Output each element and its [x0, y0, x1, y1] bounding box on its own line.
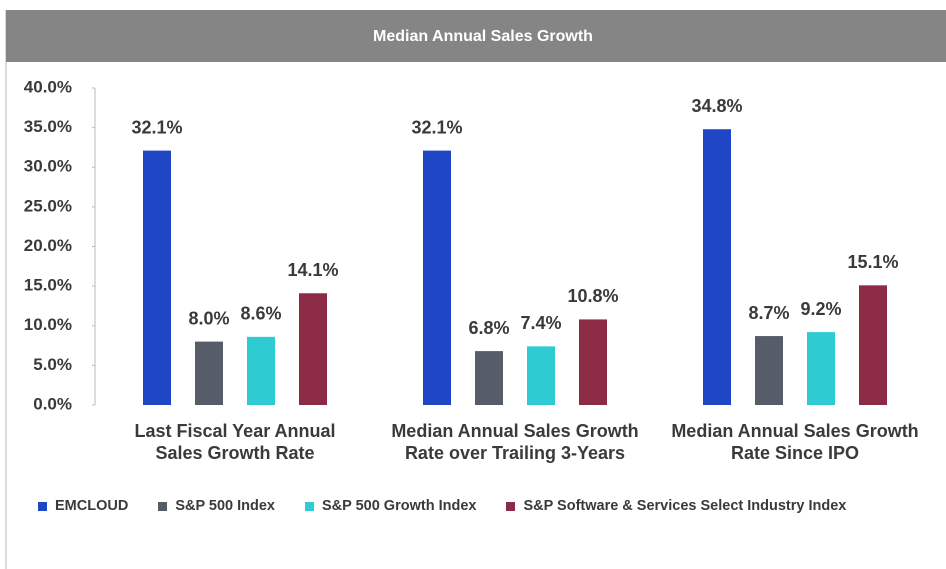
legend: EMCLOUD S&P 500 Index S&P 500 Growth Index…: [38, 498, 846, 514]
y-tick-label: 35.0%: [24, 117, 72, 136]
value-label: 10.8%: [567, 286, 618, 306]
legend-label: S&P 500 Growth Index: [322, 498, 477, 514]
y-tick-label: 5.0%: [33, 355, 72, 374]
y-tick-label: 0.0%: [33, 394, 72, 413]
value-label: 6.8%: [468, 318, 509, 338]
bar: [527, 346, 555, 405]
bar: [703, 129, 731, 405]
y-tick-label: 20.0%: [24, 236, 72, 255]
value-label: 34.8%: [691, 96, 742, 116]
bar: [299, 293, 327, 405]
y-tick-label: 30.0%: [24, 157, 72, 176]
legend-label: S&P Software & Services Select Industry …: [523, 498, 847, 514]
value-label: 7.4%: [520, 313, 561, 333]
x-tick-label: Median Annual Sales Growth Rate over Tra…: [391, 421, 639, 463]
legend-item: EMCLOUD: [38, 498, 128, 514]
bar: [195, 341, 223, 405]
bar: [807, 332, 835, 405]
legend-swatch: [158, 501, 168, 511]
chart-title: Median Annual Sales Growth: [373, 28, 593, 45]
title-bar: [6, 10, 946, 62]
legend-item: S&P 500 Index: [158, 498, 275, 514]
y-tick-label: 25.0%: [24, 196, 72, 215]
value-label: 32.1%: [131, 117, 182, 137]
legend-label: S&P 500 Index: [175, 498, 275, 514]
y-tick-label: 10.0%: [24, 315, 72, 334]
value-label: 32.1%: [411, 117, 462, 137]
bar: [423, 150, 451, 405]
value-label: 15.1%: [847, 252, 898, 272]
value-label: 8.6%: [240, 304, 281, 324]
bar: [579, 319, 607, 405]
legend-label: EMCLOUD: [55, 498, 129, 514]
bar: [143, 150, 171, 405]
legend-swatch: [38, 501, 47, 511]
legend-item: S&P Software & Services Select Industry …: [506, 498, 846, 514]
y-tick-label: 40.0%: [24, 77, 72, 96]
value-label: 8.7%: [748, 303, 789, 323]
value-label: 14.1%: [287, 260, 338, 280]
bar: [247, 336, 275, 405]
y-tick-label: 15.0%: [24, 276, 72, 295]
value-label: 9.2%: [800, 299, 841, 319]
legend-item: S&P 500 Growth Index: [305, 498, 476, 514]
legend-swatch: [305, 501, 314, 511]
legend-swatch: [506, 501, 516, 511]
bar: [755, 336, 783, 405]
value-label: 8.0%: [188, 308, 229, 328]
bar: [859, 285, 887, 405]
x-tick-label: Median Annual Sales Growth Rate Since IP…: [671, 421, 919, 463]
bar: [475, 351, 503, 405]
x-tick-label: Last Fiscal Year Annual Sales Growth Rat…: [134, 421, 336, 463]
